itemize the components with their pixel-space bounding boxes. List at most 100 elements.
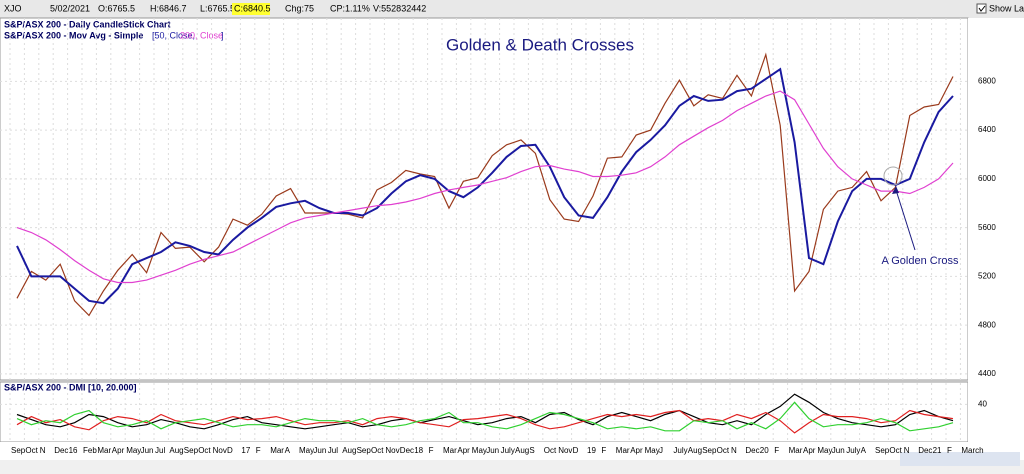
x-tick-label: A	[861, 446, 867, 455]
x-tick-label: Aug	[342, 446, 356, 455]
x-tick-label: 20	[760, 446, 769, 455]
show-last[interactable]: Show Last	[989, 3, 1024, 13]
low: L:6765.5	[200, 3, 235, 13]
close: C:6840.5	[234, 3, 271, 13]
x-tick-label: Mar	[616, 446, 630, 455]
x-tick-label: Mar	[789, 446, 803, 455]
x-tick-label: Mar	[443, 446, 457, 455]
open: O:6765.5	[98, 3, 135, 13]
x-tick-label: May	[299, 446, 314, 455]
x-tick-label: Jun	[832, 446, 845, 455]
x-tick-label: Oct	[371, 446, 384, 455]
x-tick-label: F	[429, 446, 434, 455]
x-tick-label: Nov	[558, 446, 572, 455]
change-pct: CP:1.11%	[330, 3, 370, 13]
x-tick-label: D	[227, 446, 233, 455]
chart-title: Golden & Death Crosses	[446, 35, 634, 54]
x-tick-label: Sep	[702, 446, 717, 455]
x-tick-label: F	[256, 446, 261, 455]
x-tick-label: Jun	[313, 446, 326, 455]
x-tick-label: Jul	[155, 446, 165, 455]
x-tick-label: Dec	[745, 446, 759, 455]
x-tick-label: Mar	[270, 446, 284, 455]
scroll-controls[interactable]	[900, 452, 1020, 466]
x-tick-label: Dec	[54, 446, 68, 455]
x-tick-label: Oct	[889, 446, 902, 455]
y-tick-label: 6800	[978, 76, 996, 85]
x-tick-label: Sep	[357, 446, 372, 455]
x-tick-label: Oct	[717, 446, 730, 455]
date: 5/02/2021	[50, 3, 90, 13]
x-tick-label: May	[472, 446, 487, 455]
x-tick-label: N	[904, 446, 910, 455]
x-tick-label: Mar	[97, 446, 111, 455]
x-tick-label: Feb	[83, 446, 97, 455]
series-line	[16, 52, 954, 317]
legend-param: 200, Close	[180, 30, 223, 40]
x-tick-label: 16	[69, 446, 78, 455]
legend-param: [50, Close,	[152, 30, 195, 40]
x-tick-label: Aug	[688, 446, 702, 455]
y-tick-label: 5200	[978, 272, 996, 281]
x-tick-label: N	[731, 446, 737, 455]
volume: V:552832442	[373, 3, 426, 13]
x-tick-label: S	[529, 446, 534, 455]
y-tick-label: 6000	[978, 174, 996, 183]
x-tick-label: F	[947, 446, 952, 455]
y-tick-label: 40	[978, 399, 987, 408]
x-tick-label: Dec	[400, 446, 414, 455]
legend-ma: S&P/ASX 200 - Mov Avg - Simple	[4, 30, 143, 40]
x-tick-label: 19	[587, 446, 596, 455]
x-tick-label: Aug	[169, 446, 183, 455]
x-tick-label: July	[501, 446, 515, 455]
x-tick-label: May	[817, 446, 832, 455]
x-tick-label: May	[126, 446, 141, 455]
series-line	[16, 393, 954, 430]
symbol: XJO	[4, 3, 22, 13]
close-highlight	[232, 3, 270, 15]
x-tick-label: Jun	[486, 446, 499, 455]
legend-candle: S&P/ASX 200 - Daily CandleStick Chart	[4, 19, 171, 29]
x-tick-label: May	[645, 446, 660, 455]
highlight-circle	[883, 166, 903, 186]
dmi-panel	[0, 381, 969, 443]
x-tick-label: F	[601, 446, 606, 455]
check	[978, 5, 986, 12]
y-tick-label: 4400	[978, 369, 996, 378]
x-tick-label: Nov	[385, 446, 399, 455]
x-tick-label: 18	[414, 446, 423, 455]
x-axis-area	[0, 442, 1024, 460]
legend-param: ]	[221, 30, 224, 40]
dmi-title: S&P/ASX 200 - DMI [10, 20.000]	[4, 382, 137, 392]
y-axis-area	[968, 18, 1024, 442]
x-tick-label: N	[40, 446, 46, 455]
price-panel	[0, 17, 969, 381]
x-tick-label: Sep	[11, 446, 26, 455]
x-tick-label: Apr	[112, 446, 125, 455]
x-tick-label: Oct	[25, 446, 38, 455]
x-tick-label: Apr	[457, 446, 470, 455]
annotation: A Golden Cross	[881, 255, 959, 267]
annotation-arrow	[895, 189, 916, 251]
series-line	[16, 409, 954, 434]
series-line	[16, 67, 954, 305]
x-tick-label: July	[673, 446, 687, 455]
x-tick-label: July	[846, 446, 860, 455]
x-tick-label: D	[573, 446, 579, 455]
y-tick-label: 4800	[978, 320, 996, 329]
x-tick-label: J	[659, 446, 663, 455]
x-tick-label: Sep	[875, 446, 890, 455]
x-tick-label: Jun	[141, 446, 154, 455]
x-tick-label: A	[285, 446, 291, 455]
high: H:6846.7	[150, 3, 187, 13]
x-tick-label: F	[774, 446, 779, 455]
x-tick-label: Oct	[544, 446, 557, 455]
checkbox[interactable]	[976, 3, 987, 14]
series-line	[16, 401, 954, 432]
change: Chg:75	[285, 3, 314, 13]
x-tick-label: Oct	[198, 446, 211, 455]
x-tick-label: Apr	[630, 446, 643, 455]
y-tick-label: 5600	[978, 223, 996, 232]
x-tick-label: Jul	[328, 446, 338, 455]
